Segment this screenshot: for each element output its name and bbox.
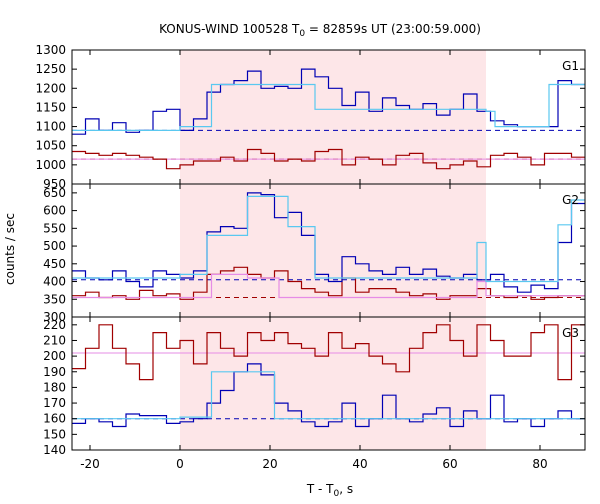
panel-label: G2: [562, 193, 579, 207]
x-axis-label-rest: , s: [339, 482, 353, 496]
y-tick-label: 300: [43, 310, 66, 324]
y-tick-label: 180: [43, 380, 66, 394]
x-axis-label-main: T - T: [306, 482, 334, 496]
y-tick-label: 1300: [35, 43, 66, 57]
x-tick-label: 60: [442, 457, 457, 471]
x-tick-label: -20: [80, 457, 100, 471]
y-tick-label: 190: [43, 365, 66, 379]
y-tick-label: 1200: [35, 81, 66, 95]
chart-title-subscript: 0: [299, 29, 305, 39]
y-tick-label: 1250: [35, 62, 66, 76]
interval-shade: [180, 317, 486, 450]
y-tick-label: 1150: [35, 100, 66, 114]
y-tick-label: 650: [43, 186, 66, 200]
lower-counts-series: [72, 324, 585, 381]
panel-frame: [71, 316, 586, 451]
upper-model-series: [72, 83, 585, 131]
interval-shade: [180, 50, 486, 184]
y-tick-label: 1100: [35, 120, 66, 134]
x-tick-label: 80: [532, 457, 547, 471]
panel-g2: 300 350 400 450 500 550 600 650 G2: [43, 183, 586, 324]
panel-label: G3: [562, 326, 579, 340]
x-tick-label: 40: [352, 457, 367, 471]
panel-label: G1: [562, 59, 579, 73]
y-tick-label: 400: [43, 275, 66, 289]
upper-model-series: [72, 195, 585, 283]
panel-g1: 950 1000 1050 1100 1150 1200 1250 1300 G1: [35, 43, 586, 191]
y-tick-label: 1050: [35, 139, 66, 153]
chart-title-rest: = 82859s UT (23:00:59.000): [305, 22, 481, 36]
x-axis-label-subscript: 0: [334, 489, 340, 499]
y-tick-label: 600: [43, 204, 66, 218]
y-tick-label: 140: [43, 443, 66, 457]
chart-title-main: KONUS-WIND 100528 T: [159, 22, 300, 36]
y-tick-label: 350: [43, 292, 66, 306]
x-axis-label: T - T0, s: [306, 482, 353, 499]
y-tick-label: 1000: [35, 158, 66, 172]
y-tick-label: 220: [43, 318, 66, 332]
y-tick-label: 210: [43, 333, 66, 347]
upper-model-series: [72, 371, 585, 420]
x-tick-label: 0: [176, 457, 184, 471]
y-tick-label: 160: [43, 412, 66, 426]
lower-counts-series: [72, 148, 585, 170]
interval-shade: [180, 184, 486, 317]
y-tick-label: 450: [43, 257, 66, 271]
y-tick-label: 170: [43, 396, 66, 410]
x-tick-label: 20: [262, 457, 277, 471]
y-tick-label: 950: [43, 177, 66, 191]
lower-model-series: [72, 273, 585, 299]
panels: 950 1000 1050 1100 1150 1200 1250 1300 G1 300 350 4…: [35, 43, 586, 471]
y-axis-label: counts / sec: [3, 213, 17, 285]
y-tick-label: 150: [43, 427, 66, 441]
chart-title: KONUS-WIND 100528 T0 = 82859s UT (23:00:…: [159, 22, 481, 39]
y-tick-label: 200: [43, 349, 66, 363]
y-tick-label: 500: [43, 239, 66, 253]
y-tick-label: 550: [43, 221, 66, 235]
